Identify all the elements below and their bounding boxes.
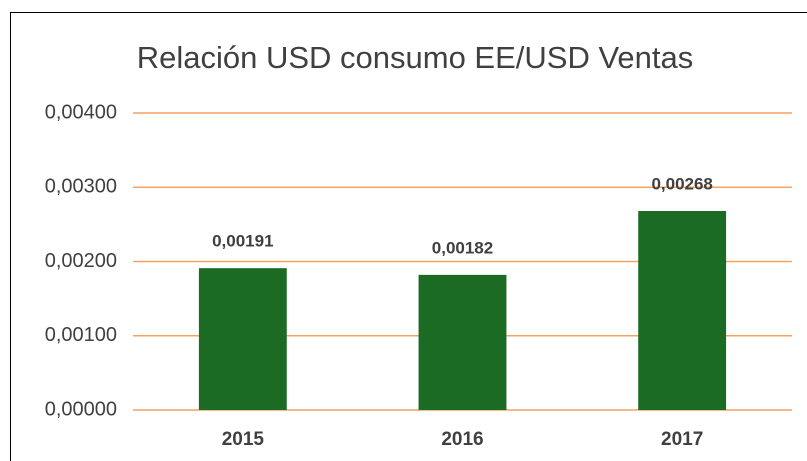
y-tick-label: 0,00300 bbox=[45, 176, 117, 198]
x-tick-label: 2016 bbox=[441, 429, 483, 450]
data-label: 0,00268 bbox=[651, 174, 712, 193]
y-tick-label: 0,00000 bbox=[45, 398, 117, 420]
bar bbox=[418, 274, 507, 410]
chart-title: Relación USD consumo EE/USD Ventas bbox=[137, 40, 694, 75]
bar bbox=[638, 211, 727, 410]
y-tick-label: 0,00400 bbox=[45, 101, 117, 123]
data-label: 0,00191 bbox=[212, 232, 273, 251]
x-tick-label: 2015 bbox=[222, 429, 265, 450]
y-tick-label: 0,00100 bbox=[45, 324, 117, 346]
bar bbox=[198, 268, 287, 410]
data-label: 0,00182 bbox=[432, 238, 493, 257]
y-tick-label: 0,00200 bbox=[45, 250, 117, 272]
x-tick-label: 2017 bbox=[661, 429, 703, 450]
